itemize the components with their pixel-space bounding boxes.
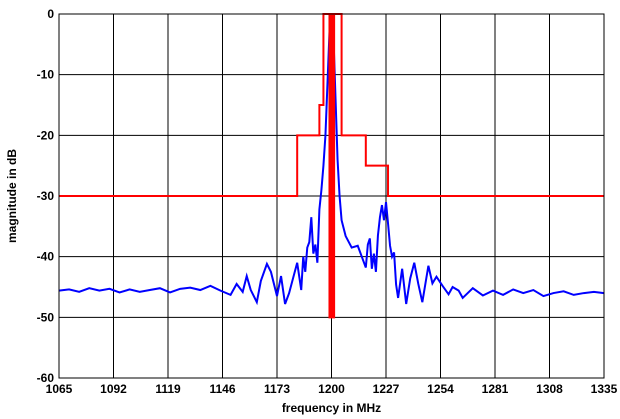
y-tick-label: -20 (37, 128, 55, 142)
y-tick-label: -10 (37, 68, 55, 82)
y-tick-label: -40 (37, 250, 55, 264)
x-tick-label: 1254 (427, 382, 454, 396)
x-tick-label: 1227 (373, 382, 400, 396)
measured-spectrum-line (58, 16, 605, 306)
y-tick-label: -60 (37, 371, 55, 385)
y-tick-label: 0 (47, 7, 54, 21)
x-tick-label: 1308 (536, 382, 563, 396)
plot-frame (58, 13, 605, 379)
x-tick-label: 1200 (318, 382, 345, 396)
x-tick-label: 1146 (209, 382, 235, 396)
limit-mask-line (59, 13, 604, 319)
x-tick-label: 1335 (591, 382, 618, 396)
x-tick-label: 1281 (482, 382, 509, 396)
x-tick-label: 1092 (100, 382, 127, 396)
x-tick-label: 1119 (155, 382, 181, 396)
x-axis-label: frequency in MHz (282, 401, 381, 415)
y-tick-label: -30 (37, 189, 55, 203)
x-tick-label: 1065 (46, 382, 73, 396)
y-tick-label: -50 (37, 310, 55, 324)
x-tick-label: 1173 (264, 382, 290, 396)
y-axis-label: magnitude in dB (5, 149, 19, 243)
tick-labels: 1065 1092 1119 1146 1173 1200 1227 1254 1281 1308… (37, 7, 618, 396)
series-group (58, 13, 605, 319)
